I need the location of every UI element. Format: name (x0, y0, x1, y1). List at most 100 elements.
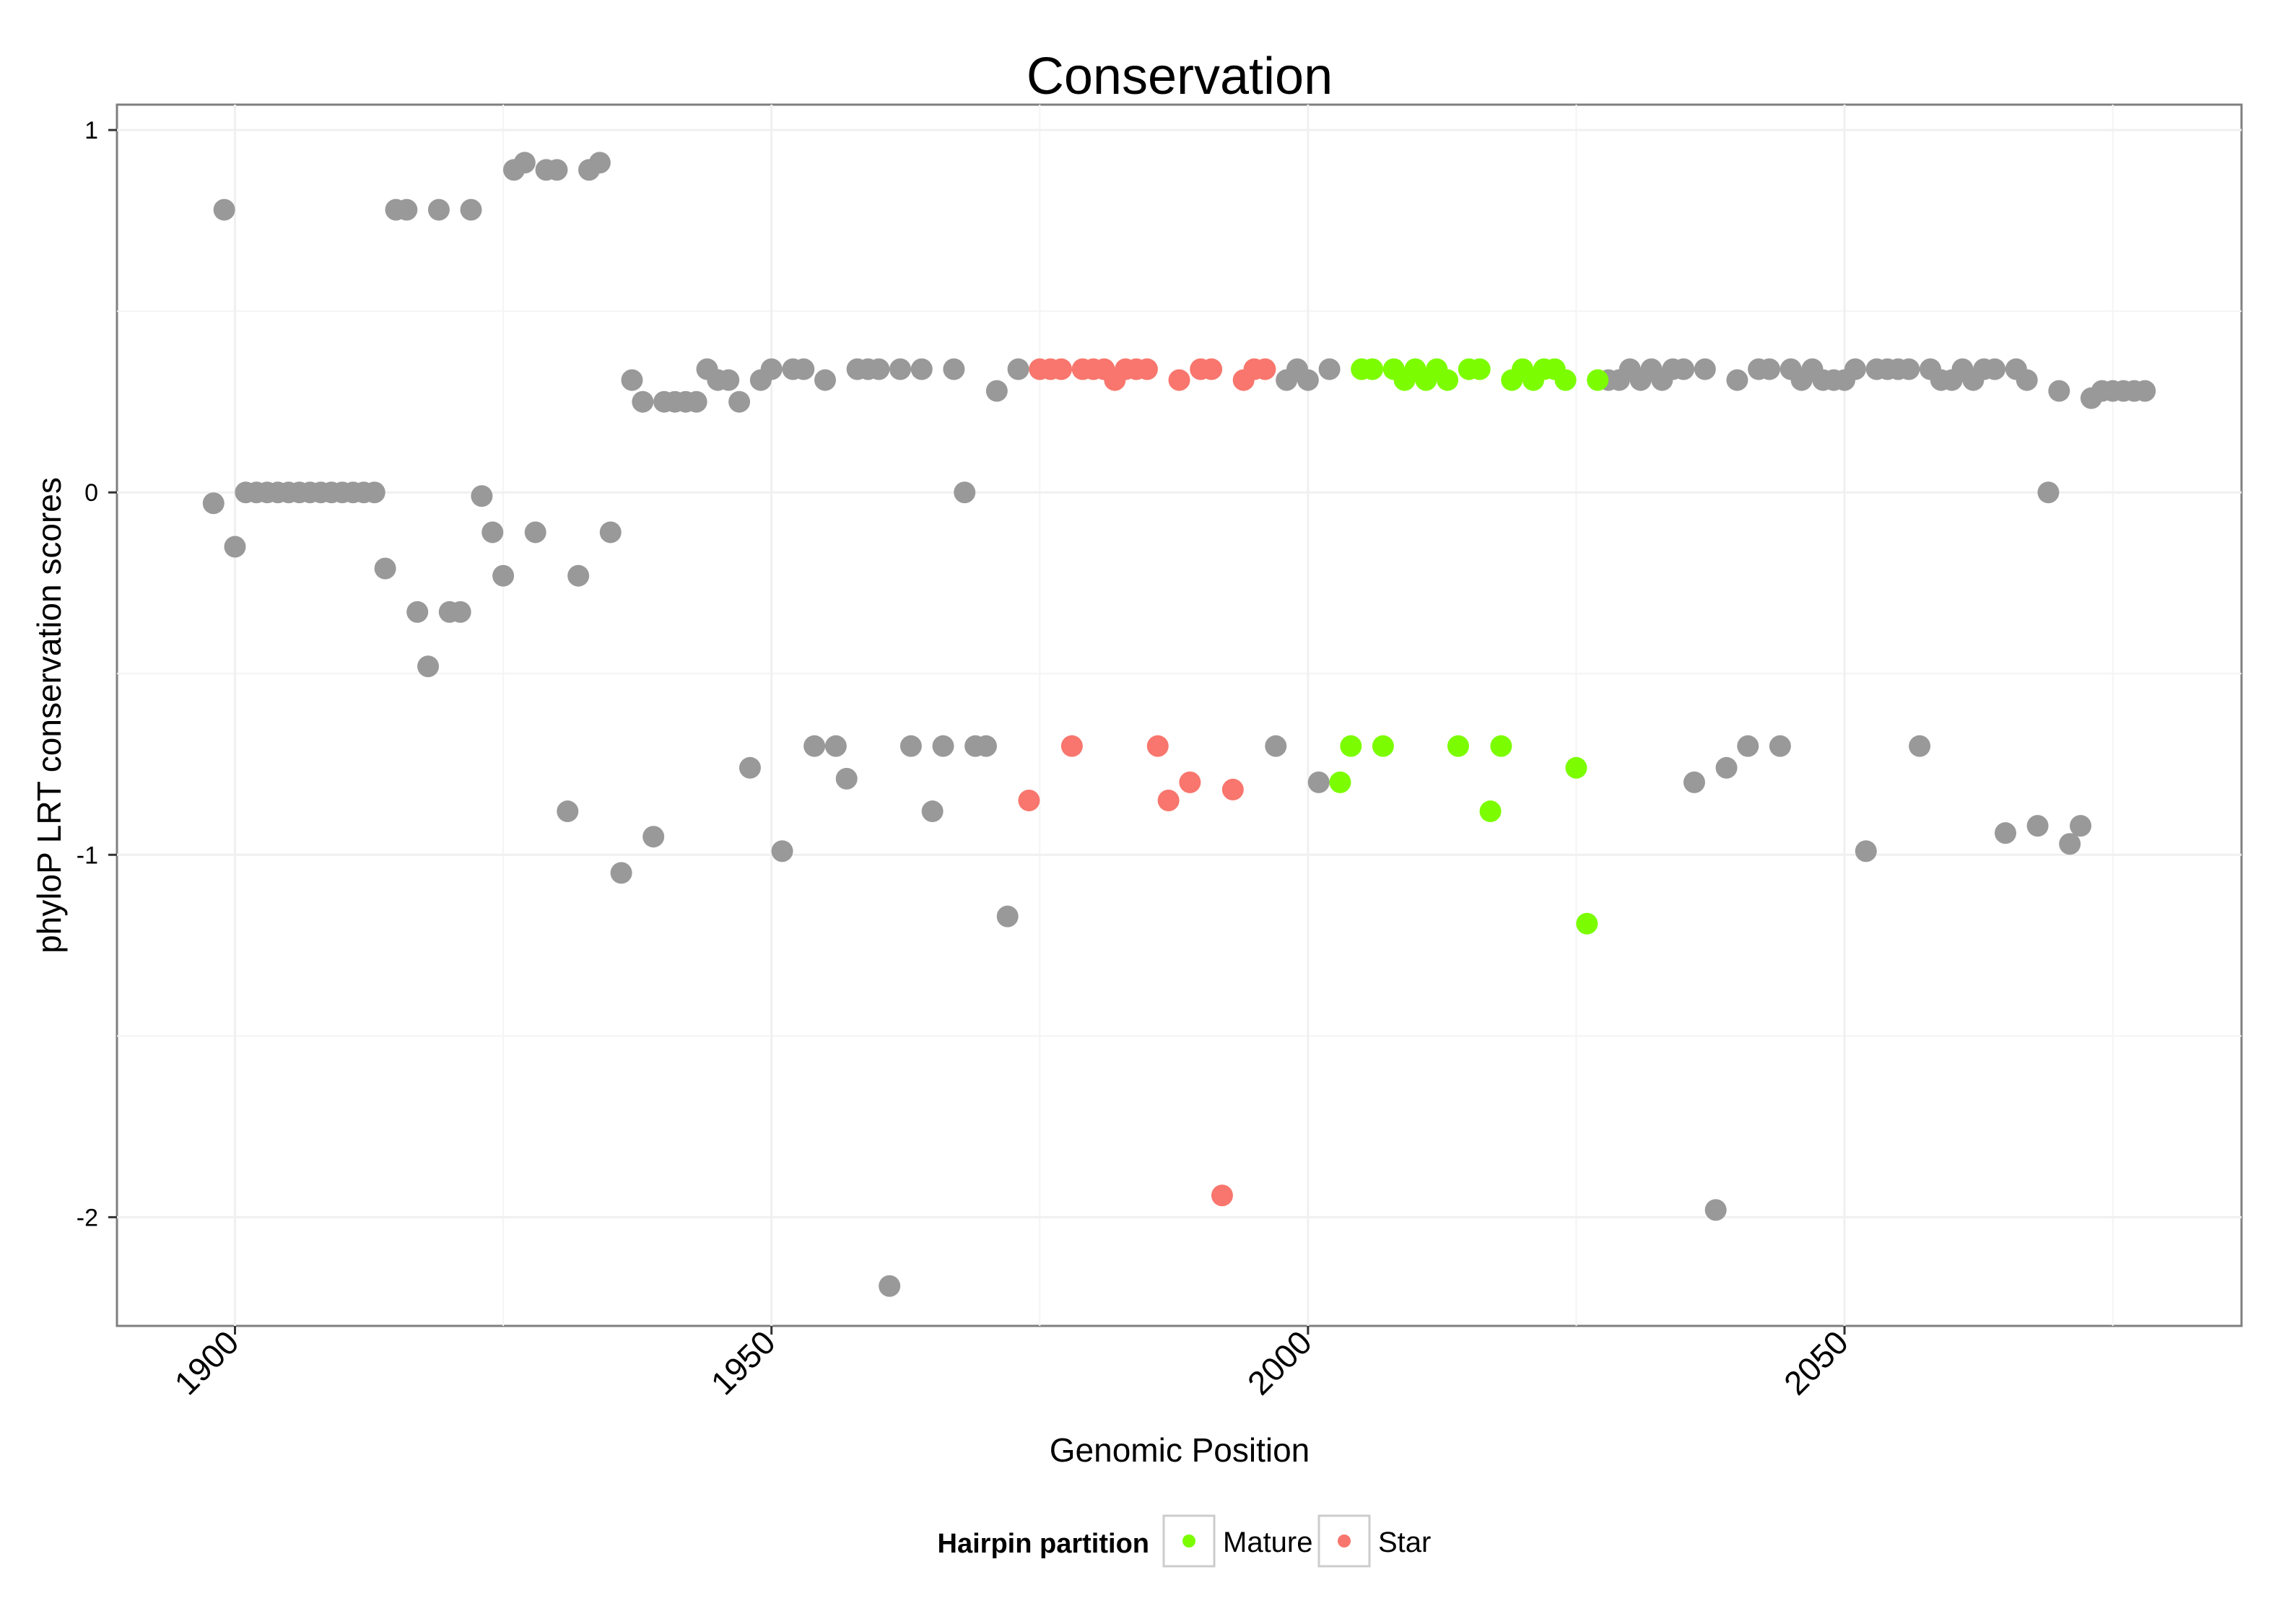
data-point-other (1265, 735, 1287, 757)
data-point-mature (1437, 369, 1459, 391)
data-point-star (1179, 771, 1201, 793)
data-point-mature (1362, 358, 1384, 380)
data-point-other (685, 390, 707, 413)
data-point-mature (1447, 735, 1469, 757)
data-point-other (718, 369, 740, 391)
data-point-other (814, 369, 836, 391)
data-point-other (879, 1275, 901, 1297)
data-point-mature (1479, 800, 1502, 823)
data-point-other (1297, 369, 1319, 391)
data-point-other (824, 735, 847, 757)
data-point-star (1157, 789, 1180, 811)
data-point-mature (1329, 771, 1351, 793)
data-point-other (513, 152, 536, 174)
data-point-other (1726, 369, 1748, 391)
data-point-other (2048, 380, 2070, 402)
y-tick-label: 0 (84, 479, 98, 507)
data-point-other (1898, 358, 1920, 380)
data-point-star (1018, 789, 1040, 811)
data-point-other (803, 735, 826, 757)
y-tick-label: -1 (77, 842, 98, 869)
legend-marker-star (1338, 1534, 1351, 1547)
data-point-star (1168, 369, 1190, 391)
data-point-other (1855, 840, 1877, 863)
x-tick-label: 2050 (1777, 1323, 1855, 1402)
data-points (202, 152, 2156, 1297)
data-point-other (567, 564, 590, 587)
legend-title: Hairpin partition (938, 1529, 1149, 1559)
data-point-other (588, 152, 611, 174)
data-point-other (2059, 833, 2081, 855)
chart-title: Conservation (1027, 48, 1333, 105)
data-point-other (1673, 358, 1695, 380)
data-point-other (943, 358, 965, 380)
data-point-other (899, 735, 922, 757)
data-point-other (460, 198, 482, 221)
y-axis-title: phyloP LRT conservation scores (30, 477, 68, 953)
data-point-other (2026, 815, 2049, 837)
data-point-other (1704, 1199, 1727, 1221)
x-tick-label: 1950 (704, 1323, 783, 1402)
data-point-mature (1340, 735, 1362, 757)
legend-marker-mature (1182, 1534, 1195, 1547)
data-point-other (406, 601, 429, 623)
data-point-other (1683, 771, 1705, 793)
data-point-other (954, 481, 976, 504)
data-point-mature (1554, 369, 1577, 391)
data-point-other (793, 358, 815, 380)
legend-label-star: Star (1378, 1527, 1431, 1558)
data-point-other (728, 390, 751, 413)
data-point-other (996, 905, 1019, 927)
data-point-star (1211, 1184, 1233, 1207)
data-point-other (524, 521, 546, 543)
data-point-star (1050, 358, 1072, 380)
data-point-other (449, 601, 471, 623)
data-point-other (1995, 822, 2016, 844)
data-point-mature (1372, 735, 1394, 757)
legend-label-mature: Mature (1223, 1527, 1313, 1558)
data-point-other (632, 390, 654, 413)
data-point-other (771, 840, 793, 863)
data-point-star (1221, 778, 1244, 800)
data-point-star (1136, 358, 1158, 380)
data-point-other (363, 481, 385, 504)
data-point-other (374, 557, 396, 580)
data-point-other (427, 198, 450, 221)
data-point-other (760, 358, 783, 380)
x-tick-label: 2000 (1240, 1323, 1319, 1402)
data-point-other (1318, 358, 1341, 380)
data-point-other (2070, 815, 2092, 837)
data-point-other (1909, 735, 1931, 757)
data-point-other (599, 521, 622, 543)
data-point-other (1307, 771, 1330, 793)
data-point-other (1844, 358, 1866, 380)
x-tick-label: 1900 (167, 1323, 245, 1402)
grid-lines (117, 105, 2242, 1326)
x-axis-title: Genomic Position (1050, 1431, 1310, 1469)
data-point-other (835, 767, 858, 790)
legend: Hairpin partition Mature Star (938, 1514, 1431, 1568)
data-point-other (417, 655, 440, 678)
data-point-other (1769, 735, 1791, 757)
data-point-mature (1490, 735, 1512, 757)
data-point-other (557, 800, 579, 823)
data-point-other (492, 564, 515, 587)
data-point-mature (1576, 912, 1598, 935)
data-point-star (1146, 735, 1169, 757)
data-point-other (1694, 358, 1716, 380)
data-point-other (932, 735, 954, 757)
plot-panel (116, 103, 2243, 1327)
data-point-mature (1565, 756, 1587, 779)
data-point-star (1060, 735, 1083, 757)
data-point-other (975, 735, 997, 757)
data-point-star (1201, 358, 1223, 380)
data-point-other (621, 369, 643, 391)
data-point-mature (1468, 358, 1491, 380)
data-point-other (2134, 380, 2156, 402)
data-point-other (985, 380, 1008, 402)
data-point-other (910, 358, 933, 380)
data-point-other (642, 826, 665, 848)
data-point-other (2037, 481, 2060, 504)
data-point-other (1759, 358, 1780, 380)
